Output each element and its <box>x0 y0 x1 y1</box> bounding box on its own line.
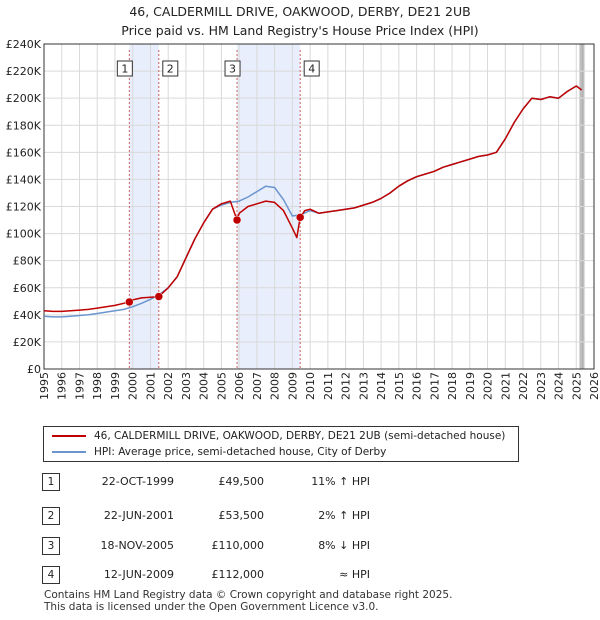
x-tick-label: 2020 <box>482 372 495 400</box>
sale-date: 22-OCT-1999 <box>101 475 174 488</box>
title-line-2: Price paid vs. HM Land Registry's House … <box>121 23 479 38</box>
sale-row: 1 22-OCT-1999 £49,500 11% ↑ HPI <box>42 473 422 491</box>
sale-number-badge: 2 <box>42 507 60 525</box>
property-series-line <box>43 85 583 313</box>
legend-item-property: 46, CALDERMILL DRIVE, OAKWOOD, DERBY, DE… <box>52 429 505 444</box>
sale-date: 18-NOV-2005 <box>100 539 174 552</box>
sale-marker-box <box>116 60 133 77</box>
x-tick-label: 2016 <box>411 372 424 400</box>
legend-swatch-property <box>52 435 86 437</box>
x-tick-label: 2013 <box>357 372 370 400</box>
chart-title: 46, CALDERMILL DRIVE, OAKWOOD, DERBY, DE… <box>0 2 600 40</box>
x-tick-label: 2019 <box>464 372 477 400</box>
hpi-series-line <box>43 85 583 318</box>
legend: 46, CALDERMILL DRIVE, OAKWOOD, DERBY, DE… <box>43 426 519 462</box>
y-tick-label: £80K <box>13 255 42 268</box>
footer-attribution: Contains HM Land Registry data © Crown c… <box>44 589 452 613</box>
x-tick-label: 2006 <box>233 372 246 400</box>
footer-copyright: Contains HM Land Registry data © Crown c… <box>44 589 453 601</box>
x-tick-label: 2001 <box>144 372 157 400</box>
y-tick-label: £180K <box>6 119 42 132</box>
y-tick-label: £0 <box>27 363 41 376</box>
y-tick-label: £140K <box>6 173 42 186</box>
x-tick-label: 2003 <box>180 372 193 400</box>
x-tick-label: 2009 <box>286 372 299 400</box>
plot-frame <box>43 43 595 370</box>
sale-row: 2 22-JUN-2001 £53,500 2% ↑ HPI <box>42 507 422 525</box>
x-tick-label: 2021 <box>499 372 512 400</box>
sale-point <box>125 297 134 307</box>
footer-license: This data is licensed under the Open Gov… <box>44 601 379 613</box>
sale-point <box>232 215 242 225</box>
sale-price: £49,500 <box>218 475 265 488</box>
sale-hpi-comparison: 11% ↑ HPI <box>311 475 370 488</box>
sale-number-badge: 1 <box>42 473 60 491</box>
sale-marker-label: 2 <box>167 63 174 76</box>
sale-price: £53,500 <box>218 509 265 522</box>
x-tick-label: 2018 <box>446 372 459 400</box>
price-chart: 1 2 3 4 £0 £20K £40K £60K £80K £100K £120K £140K £16… <box>6 38 600 400</box>
x-tick-label: 1998 <box>91 372 104 400</box>
sale-date: 12-JUN-2009 <box>103 568 174 581</box>
y-tick-label: £60K <box>13 282 42 295</box>
sale-hpi-comparison: 2% ↑ HPI <box>318 509 370 522</box>
x-tick-label: 1997 <box>73 372 86 400</box>
x-tick-label: 2000 <box>127 372 140 400</box>
sale-hpi-comparison: ≈ HPI <box>339 568 370 581</box>
x-tick-label: 2004 <box>198 372 211 400</box>
x-tick-label: 1996 <box>56 372 69 400</box>
x-tick-label: 2026 <box>588 372 600 400</box>
sale-price: £110,000 <box>211 539 265 552</box>
sale-marker-box <box>224 60 241 77</box>
x-tick-label: 2011 <box>322 372 335 400</box>
x-tick-label: 2022 <box>517 372 530 400</box>
sale-row: 4 12-JUN-2009 £112,000 ≈ HPI <box>42 566 422 584</box>
legend-label-property: 46, CALDERMILL DRIVE, OAKWOOD, DERBY, DE… <box>94 430 506 442</box>
x-tick-label: 2017 <box>428 372 441 400</box>
x-tick-label: 1999 <box>109 372 122 400</box>
legend-swatch-hpi <box>52 451 86 453</box>
sale-marker-box <box>162 60 179 77</box>
sale-hpi-comparison: 8% ↓ HPI <box>318 539 370 552</box>
y-tick-label: £120K <box>6 201 42 214</box>
x-tick-label: 2005 <box>215 372 228 400</box>
sale-marker-label: 1 <box>121 63 128 76</box>
sale-number-badge: 3 <box>42 537 60 555</box>
y-tick-label: £200K <box>6 92 42 105</box>
y-tick-label: £100K <box>6 228 42 241</box>
legend-item-hpi: HPI: Average price, semi-detached house,… <box>52 445 386 460</box>
x-tick-label: 2012 <box>340 372 353 400</box>
x-tick-label: 2007 <box>251 372 264 400</box>
x-tick-label: 2025 <box>570 372 583 400</box>
sale-date: 22-JUN-2001 <box>103 509 174 522</box>
y-tick-label: £240K <box>6 38 42 51</box>
y-tick-label: £20K <box>13 336 42 349</box>
sale-point <box>295 213 305 222</box>
x-tick-label: 2002 <box>162 372 175 400</box>
x-tick-label: 2008 <box>269 372 282 400</box>
x-tick-label: 2024 <box>553 372 566 400</box>
x-tick-label: 1995 <box>38 372 51 400</box>
x-tick-label: 2010 <box>304 372 317 400</box>
y-tick-label: £160K <box>6 146 42 159</box>
sale-marker-label: 3 <box>229 63 236 76</box>
sale-row: 3 18-NOV-2005 £110,000 8% ↓ HPI <box>42 537 422 555</box>
legend-label-hpi: HPI: Average price, semi-detached house,… <box>94 446 387 458</box>
sale-number-badge: 4 <box>42 566 60 584</box>
sale-point <box>154 292 164 301</box>
sale-price: £112,000 <box>211 568 265 581</box>
title-line-1: 46, CALDERMILL DRIVE, OAKWOOD, DERBY, DE… <box>129 4 471 19</box>
sale-marker-box <box>303 60 320 77</box>
y-tick-label: £220K <box>6 65 42 78</box>
x-tick-label: 2015 <box>393 372 406 400</box>
y-tick-label: £40K <box>13 309 42 322</box>
x-tick-label: 2014 <box>375 372 388 400</box>
sale-marker-label: 4 <box>308 63 315 76</box>
x-tick-label: 2023 <box>535 372 548 400</box>
